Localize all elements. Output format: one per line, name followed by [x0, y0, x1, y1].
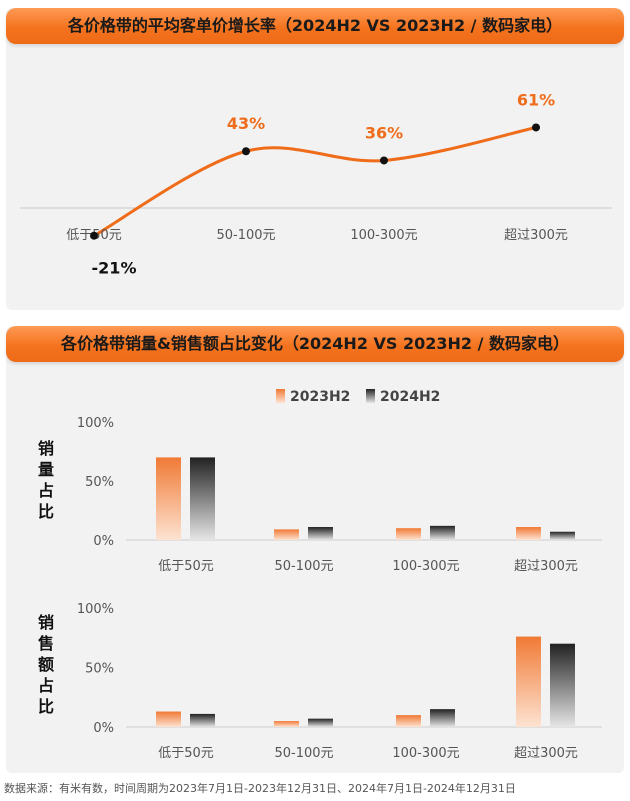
data-point — [90, 231, 98, 240]
legend-swatch — [276, 389, 285, 403]
x-tick-label: 超过300元 — [504, 228, 568, 243]
data-label: -21% — [92, 259, 137, 278]
bar-2024H2 — [308, 718, 333, 727]
data-source-footnote: 数据来源：有米有数，时间周期为2023年7月1日-2023年12月31日、202… — [4, 782, 516, 795]
y-axis-title-char: 量 — [38, 460, 54, 479]
x-tick-label: 100-300元 — [392, 559, 459, 574]
y-tick-label: 0% — [93, 721, 114, 736]
bar-2024H2 — [308, 527, 333, 540]
y-axis-title-char: 比 — [38, 502, 54, 521]
x-tick-label: 超过300元 — [514, 746, 578, 761]
y-axis-title-char: 比 — [38, 697, 54, 716]
bar-2023H2 — [396, 715, 421, 727]
data-label: 61% — [517, 90, 555, 109]
bar-2024H2 — [550, 531, 575, 540]
y-axis-title: 销量占比 — [38, 439, 54, 521]
bar-2023H2 — [516, 636, 541, 727]
x-tick-label: 超过300元 — [514, 559, 578, 574]
data-point — [380, 156, 388, 165]
bar-2023H2 — [274, 529, 299, 540]
growth-rate-title-banner: 各价格带的平均客单价增长率（2024H2 VS 2023H2 / 数码家电） — [6, 8, 624, 44]
share-change-title-banner: 各价格带销量&销售额占比变化（2024H2 VS 2023H2 / 数码家电） — [6, 326, 624, 362]
legend-label: 2024H2 — [380, 389, 440, 405]
legend-swatch — [366, 389, 375, 403]
y-axis-title-char: 销 — [38, 439, 54, 458]
legend-label: 2023H2 — [290, 389, 350, 405]
x-tick-label: 低于50元 — [158, 559, 214, 574]
bar-2024H2 — [190, 713, 215, 727]
bar-2024H2 — [550, 643, 575, 727]
x-tick-label: 100-300元 — [392, 746, 459, 761]
growth-rate-panel: 各价格带的平均客单价增长率（2024H2 VS 2023H2 / 数码家电） 低… — [6, 8, 624, 310]
bar-2024H2 — [430, 709, 455, 727]
bar-2023H2 — [156, 457, 181, 540]
data-point — [532, 123, 540, 132]
y-axis-title-char: 售 — [38, 634, 54, 653]
bar-2023H2 — [156, 711, 181, 727]
bar-2024H2 — [190, 457, 215, 540]
y-axis-title-char: 额 — [38, 655, 54, 674]
y-axis-title-char: 占 — [38, 481, 54, 500]
x-tick-label: 50-100元 — [274, 559, 333, 574]
x-tick-label: 低于50元 — [158, 746, 214, 761]
y-tick-label: 100% — [77, 602, 114, 617]
y-axis-title-char: 占 — [38, 676, 54, 695]
growth-rate-title: 各价格带的平均客单价增长率（2024H2 VS 2023H2 / 数码家电） — [67, 16, 563, 35]
y-tick-label: 0% — [93, 534, 114, 549]
x-tick-label: 50-100元 — [216, 228, 275, 243]
x-tick-label: 100-300元 — [350, 228, 417, 243]
share-change-title: 各价格带销量&销售额占比变化（2024H2 VS 2023H2 / 数码家电） — [60, 334, 570, 353]
bar-2024H2 — [430, 525, 455, 540]
x-tick-label: 50-100元 — [274, 746, 333, 761]
bar-2023H2 — [516, 527, 541, 540]
y-axis-title: 销售额占比 — [38, 613, 54, 716]
data-label: 36% — [365, 123, 403, 142]
growth-rate-series-line — [93, 126, 537, 238]
y-tick-label: 50% — [85, 475, 114, 490]
data-point — [242, 147, 250, 156]
bar-2023H2 — [396, 528, 421, 540]
y-tick-label: 100% — [77, 416, 114, 431]
share-change-panel: 各价格带销量&销售额占比变化（2024H2 VS 2023H2 / 数码家电） … — [6, 326, 624, 773]
data-label: 43% — [227, 114, 265, 133]
y-tick-label: 50% — [85, 662, 114, 677]
bar-2023H2 — [274, 721, 299, 727]
y-axis-title-char: 销 — [38, 613, 54, 632]
